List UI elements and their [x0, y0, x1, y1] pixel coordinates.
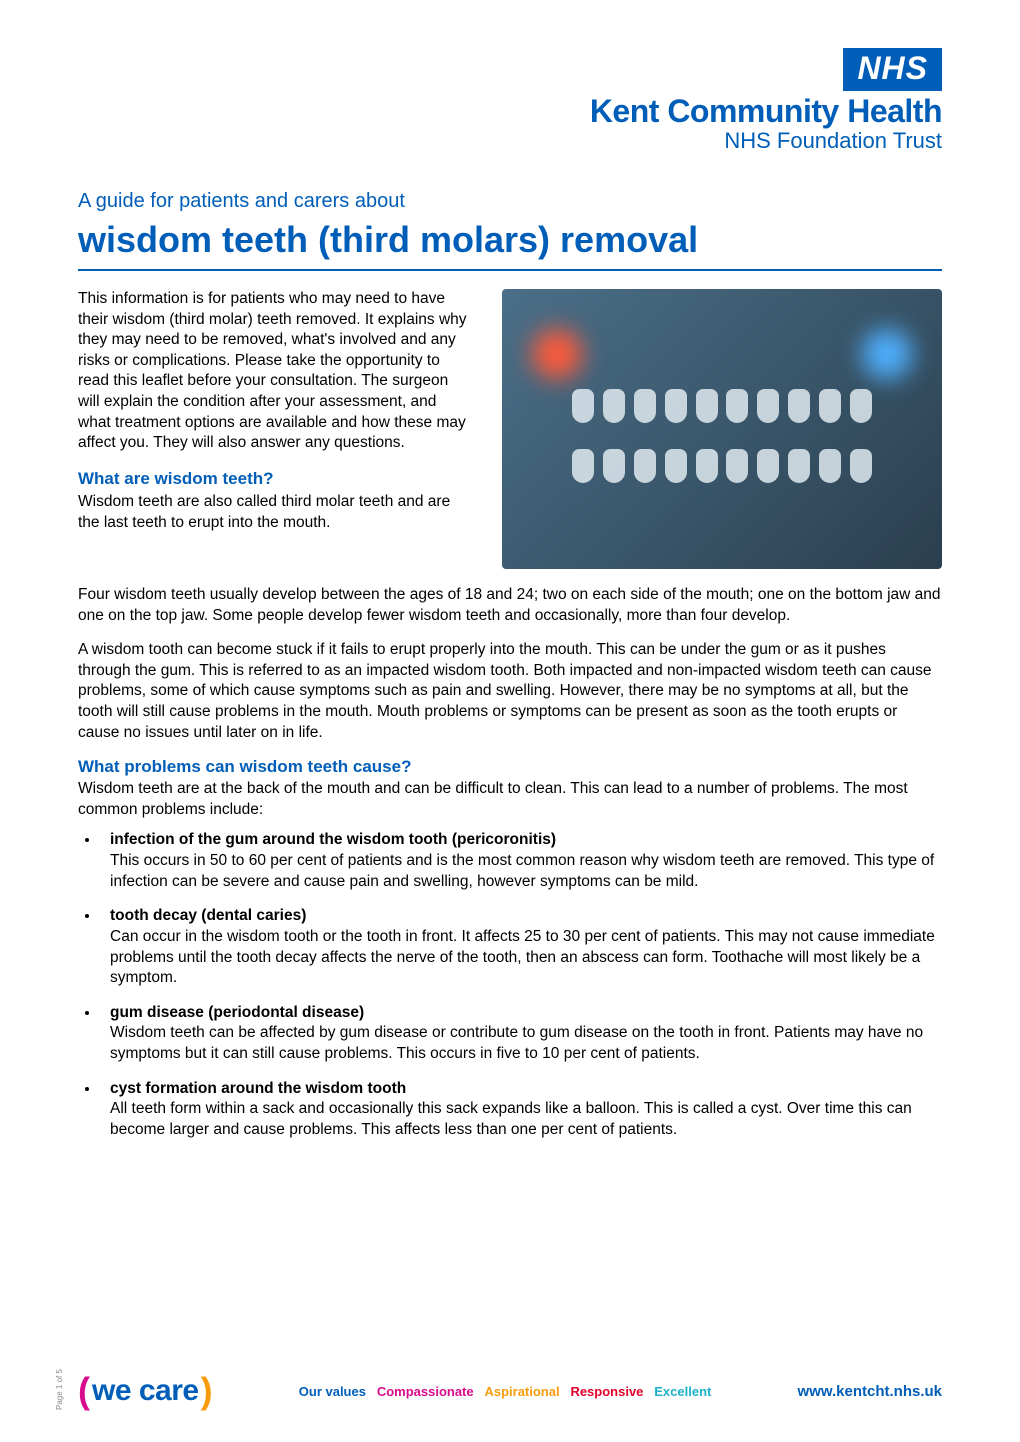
item-title: cyst formation around the wisdom tooth	[110, 1079, 942, 1100]
item-body: This occurs in 50 to 60 per cent of pati…	[110, 852, 934, 890]
title-divider	[78, 269, 942, 271]
xray-image	[502, 289, 942, 569]
item-body: All teeth form within a sack and occasio…	[110, 1100, 912, 1138]
section1-p3: A wisdom tooth can become stuck if it fa…	[78, 640, 942, 743]
value-aspirational: Aspirational	[484, 1384, 559, 1399]
list-item: infection of the gum around the wisdom t…	[100, 830, 942, 892]
xray-upper-teeth	[572, 389, 872, 423]
document-superline: A guide for patients and carers about	[78, 190, 942, 213]
nhs-logo-box: NHS	[843, 48, 942, 91]
intro-text: This information is for patients who may…	[78, 289, 468, 454]
paren-left-icon: (	[78, 1370, 90, 1412]
wecare-logo: ( we care )	[78, 1370, 213, 1412]
item-title: gum disease (periodontal disease)	[110, 1003, 942, 1024]
paren-right-icon: )	[201, 1370, 213, 1412]
page-title: wisdom teeth (third molars) removal	[78, 219, 942, 261]
item-body: Can occur in the wisdom tooth or the too…	[110, 928, 935, 986]
item-body: Wisdom teeth can be affected by gum dise…	[110, 1024, 923, 1062]
page-container: NHS Kent Community Health NHS Foundation…	[0, 0, 1020, 1442]
xray-lower-teeth	[572, 449, 872, 483]
footer-url: www.kentcht.nhs.uk	[798, 1383, 942, 1400]
wecare-text: we care	[92, 1374, 199, 1408]
value-compassionate: Compassionate	[377, 1384, 474, 1399]
list-item: cyst formation around the wisdom tooth A…	[100, 1079, 942, 1141]
value-excellent: Excellent	[654, 1384, 711, 1399]
value-responsive: Responsive	[570, 1384, 643, 1399]
section2-intro: Wisdom teeth are at the back of the mout…	[78, 779, 942, 820]
intro-paragraph: This information is for patients who may…	[78, 289, 468, 533]
item-title: tooth decay (dental caries)	[110, 906, 942, 927]
item-title: infection of the gum around the wisdom t…	[110, 830, 942, 851]
problems-list: infection of the gum around the wisdom t…	[78, 830, 942, 1140]
intro-section: This information is for patients who may…	[78, 289, 942, 569]
nhs-org-sub: NHS Foundation Trust	[724, 128, 942, 154]
xray-glow-left	[532, 329, 582, 379]
page-number: Page 1 of 5	[55, 1369, 64, 1410]
nhs-org-name: Kent Community Health	[590, 93, 942, 130]
section2-heading: What problems can wisdom teeth cause?	[78, 757, 942, 777]
list-item: gum disease (periodontal disease) Wisdom…	[100, 1003, 942, 1065]
xray-glow-right	[862, 329, 912, 379]
section1-heading: What are wisdom teeth?	[78, 468, 468, 490]
values-key: Our values	[299, 1384, 366, 1399]
section1-p2: Four wisdom teeth usually develop betwee…	[78, 585, 942, 626]
page-footer: ( we care ) Our values Compassionate Asp…	[78, 1370, 942, 1412]
section1-p1: Wisdom teeth are also called third molar…	[78, 493, 450, 530]
our-values: Our values Compassionate Aspirational Re…	[299, 1384, 712, 1399]
nhs-logo: NHS Kent Community Health NHS Foundation…	[78, 48, 942, 154]
list-item: tooth decay (dental caries) Can occur in…	[100, 906, 942, 988]
